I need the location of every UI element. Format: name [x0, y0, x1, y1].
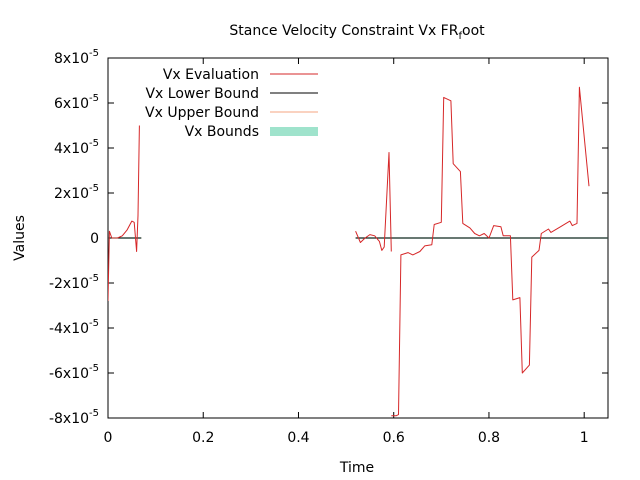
legend-label-vx-upper-bound: Vx Upper Bound	[145, 105, 259, 121]
chart-title: Stance Velocity Constraint Vx FRfoot	[229, 23, 485, 42]
legend: Vx Evaluation Vx Lower Bound Vx Upper Boun…	[145, 67, 318, 140]
y-tick-label: 6x10-5	[54, 93, 99, 112]
y-axis: 8x10-5 6x10-5 4x10-5 2x10-5 0 -2x10-5 -4x10-5 -…	[49, 48, 608, 427]
series-vx-evaluation-segment-2	[391, 86, 590, 417]
x-tick-label: 0	[104, 430, 113, 446]
x-axis: 0 0.2 0.4 0.6 0.8 1	[104, 58, 589, 446]
y-tick-label: -2x10-5	[49, 273, 99, 292]
x-tick-label: 0.4	[287, 430, 309, 446]
y-tick-label: 0	[90, 231, 99, 247]
x-axis-label: Time	[339, 460, 374, 476]
legend-label-vx-bounds: Vx Bounds	[185, 124, 259, 140]
y-tick-label: -6x10-5	[49, 363, 99, 382]
x-tick-label: 1	[580, 430, 589, 446]
series-vx-evaluation-segment-1	[355, 152, 392, 252]
y-tick-label: -4x10-5	[49, 318, 99, 337]
legend-swatch-vx-bounds	[270, 127, 318, 136]
legend-label-vx-evaluation: Vx Evaluation	[163, 67, 259, 83]
series-layer	[108, 86, 608, 417]
x-tick-label: 0.6	[383, 430, 405, 446]
series-vx-evaluation-segment-0	[108, 125, 140, 302]
legend-label-vx-lower-bound: Vx Lower Bound	[145, 86, 259, 102]
x-tick-label: 0.8	[478, 430, 500, 446]
y-tick-label: -8x10-5	[49, 408, 99, 427]
y-axis-label: Values	[12, 215, 28, 261]
y-tick-label: 4x10-5	[54, 138, 99, 157]
y-tick-label: 8x10-5	[54, 48, 99, 67]
x-tick-label: 0.2	[192, 430, 214, 446]
y-tick-label: 2x10-5	[54, 183, 99, 202]
